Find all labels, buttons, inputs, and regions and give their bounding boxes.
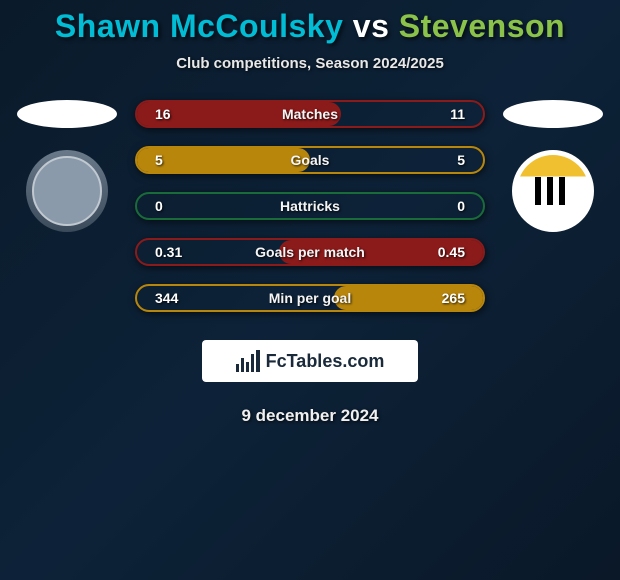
logo-chart-icon xyxy=(236,350,260,372)
badge-right-inner xyxy=(517,155,589,227)
stat-right-value: 0.45 xyxy=(438,244,465,260)
content-area: 16 Matches 11 5 Goals 5 0 Hattricks 0 0.31 Goals p… xyxy=(0,100,620,312)
player2-club-badge xyxy=(512,150,594,232)
stat-left-value: 5 xyxy=(155,152,163,168)
stats-column: 16 Matches 11 5 Goals 5 0 Hattricks 0 0.31 Goals p… xyxy=(135,100,485,312)
date-text: 9 december 2024 xyxy=(0,406,620,426)
stat-bar-goals: 5 Goals 5 xyxy=(135,146,485,174)
stat-bar-matches: 16 Matches 11 xyxy=(135,100,485,128)
player1-name: Shawn McCoulsky xyxy=(55,8,343,44)
player2-ellipse xyxy=(503,100,603,128)
stat-label: Goals xyxy=(291,152,330,168)
badge-stripes xyxy=(535,177,571,206)
stat-bar-goals-per-match: 0.31 Goals per match 0.45 xyxy=(135,238,485,266)
brand-logo: FcTables.com xyxy=(202,340,418,382)
stat-right-value: 5 xyxy=(457,152,465,168)
logo-bar xyxy=(236,364,239,372)
stat-bar-min-per-goal: 344 Min per goal 265 xyxy=(135,284,485,312)
stat-label: Min per goal xyxy=(269,290,351,306)
player1-ellipse xyxy=(17,100,117,128)
header: Shawn McCoulsky vs Stevenson Club compet… xyxy=(0,0,620,72)
stat-label: Goals per match xyxy=(255,244,365,260)
logo-bar xyxy=(241,358,244,372)
stat-label: Matches xyxy=(282,106,338,122)
logo-bar xyxy=(251,354,254,372)
page-title: Shawn McCoulsky vs Stevenson xyxy=(0,8,620,45)
player2-name: Stevenson xyxy=(399,8,565,44)
stat-left-value: 16 xyxy=(155,106,171,122)
player1-club-badge xyxy=(26,150,108,232)
vs-text: vs xyxy=(353,8,390,44)
stat-right-value: 0 xyxy=(457,198,465,214)
logo-bar xyxy=(246,362,249,372)
stat-right-value: 265 xyxy=(442,290,465,306)
stat-bar-hattricks: 0 Hattricks 0 xyxy=(135,192,485,220)
stat-left-value: 0.31 xyxy=(155,244,182,260)
stat-left-value: 0 xyxy=(155,198,163,214)
left-badge-column xyxy=(17,100,117,232)
brand-text: FcTables.com xyxy=(266,351,385,372)
logo-bar xyxy=(256,350,259,372)
stat-right-value: 11 xyxy=(450,106,465,122)
subtitle: Club competitions, Season 2024/2025 xyxy=(0,55,620,72)
right-badge-column xyxy=(503,100,603,232)
stat-label: Hattricks xyxy=(280,198,340,214)
stat-left-value: 344 xyxy=(155,290,178,306)
